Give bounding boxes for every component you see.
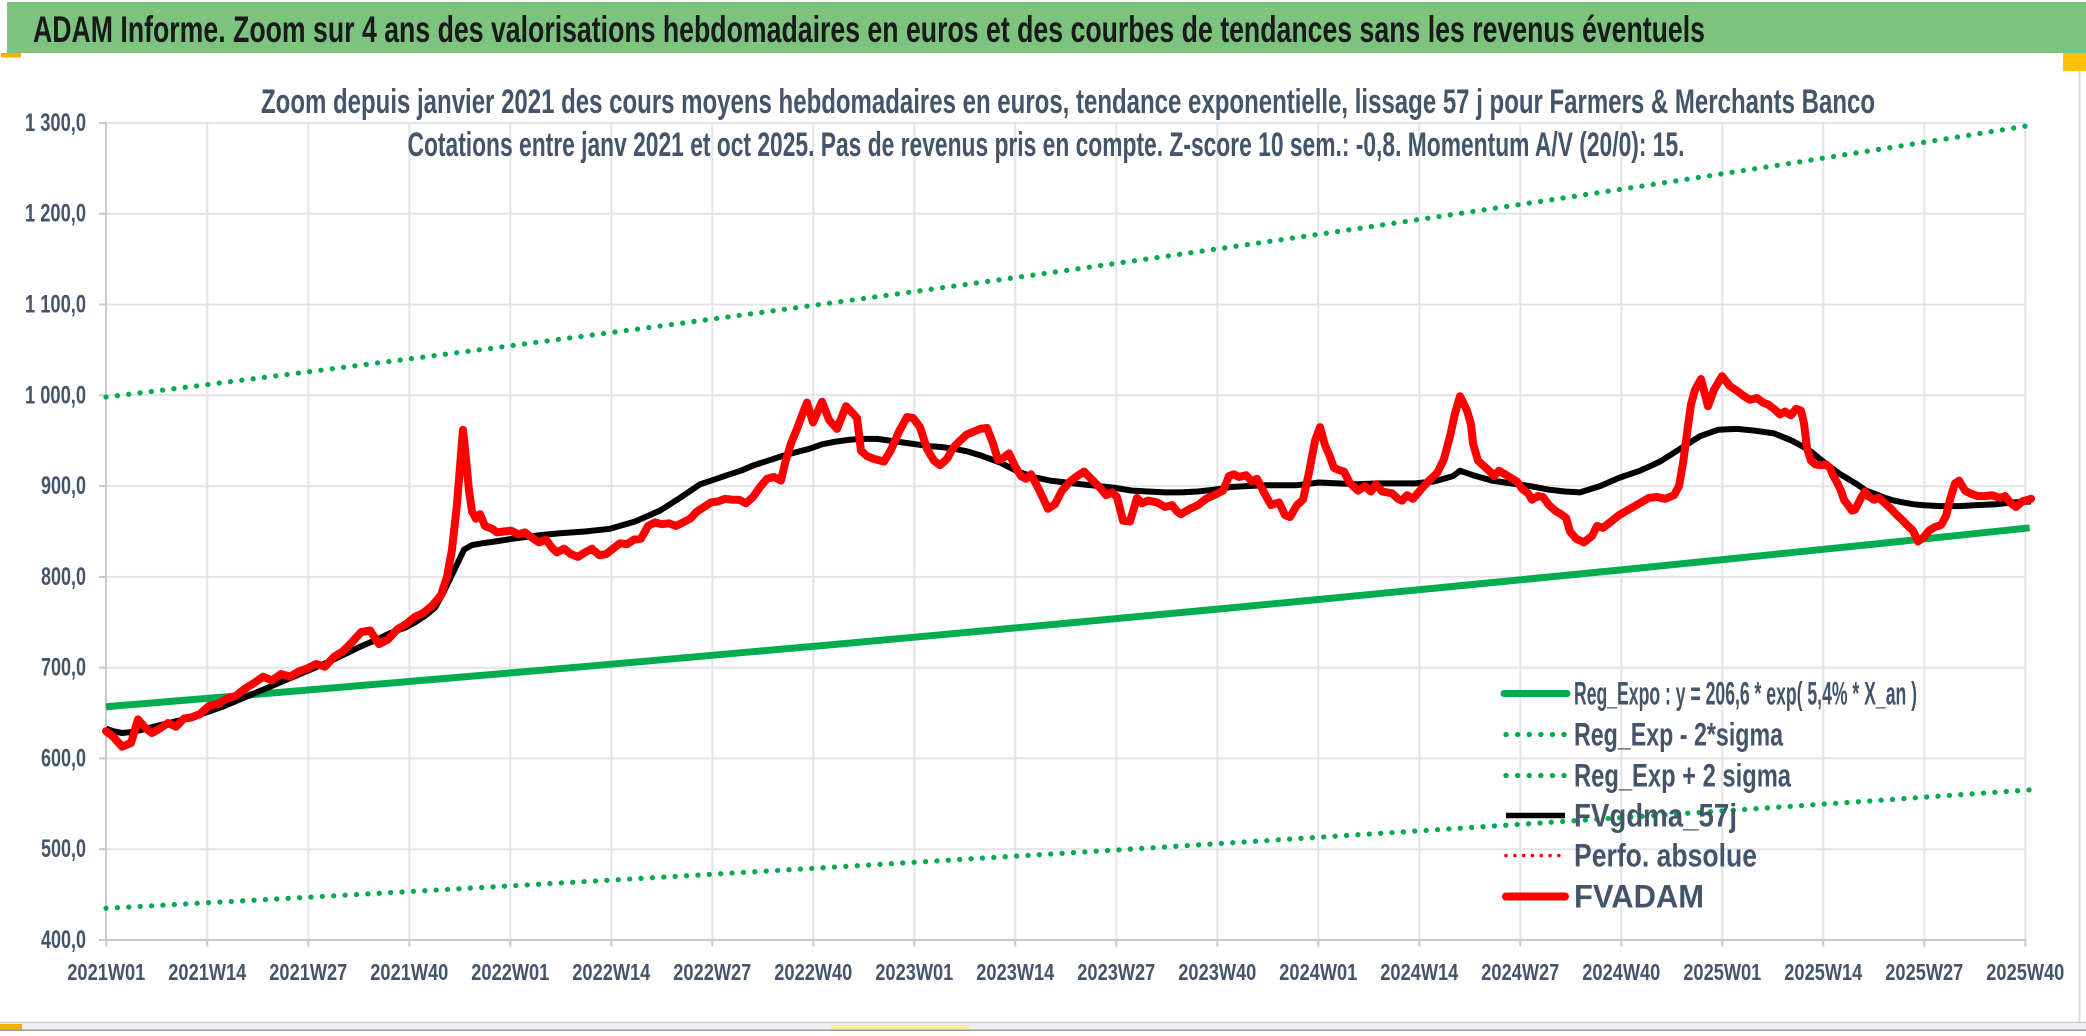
svg-text:FVgdma_57j: FVgdma_57j (1574, 798, 1737, 834)
svg-text:1 300,0: 1 300,0 (25, 109, 86, 137)
svg-text:2022W14: 2022W14 (572, 959, 650, 985)
svg-text:2021W01: 2021W01 (67, 959, 145, 985)
svg-text:Reg_Exp - 2*sigma: Reg_Exp - 2*sigma (1574, 717, 1783, 753)
svg-text:2023W27: 2023W27 (1077, 959, 1155, 985)
svg-text:2021W27: 2021W27 (269, 959, 347, 985)
svg-text:1 000,0: 1 000,0 (25, 381, 86, 409)
svg-text:1 100,0: 1 100,0 (25, 291, 86, 319)
svg-text:2024W40: 2024W40 (1582, 959, 1660, 985)
svg-text:Cotations entre janv 2021 et o: Cotations entre janv 2021 et oct 2025. P… (408, 126, 1685, 164)
svg-text:900,0: 900,0 (41, 472, 86, 500)
svg-text:2025W27: 2025W27 (1885, 959, 1963, 985)
svg-text:FVADAM: FVADAM (1574, 879, 1704, 915)
svg-text:Zoom depuis janvier 2021 des c: Zoom depuis janvier 2021 des cours moyen… (261, 83, 1875, 121)
svg-text:2021W14: 2021W14 (168, 959, 246, 985)
svg-text:ADAM Informe. Zoom sur 4 ans d: ADAM Informe. Zoom sur 4 ans des valoris… (33, 9, 1705, 50)
svg-text:2023W40: 2023W40 (1178, 959, 1256, 985)
svg-text:Perfo. absolue: Perfo. absolue (1574, 838, 1757, 874)
svg-text:500,0: 500,0 (41, 835, 86, 863)
svg-text:2023W01: 2023W01 (875, 959, 953, 985)
svg-text:400,0: 400,0 (41, 926, 86, 954)
svg-text:2022W27: 2022W27 (673, 959, 751, 985)
svg-text:2021W40: 2021W40 (370, 959, 448, 985)
svg-text:600,0: 600,0 (41, 744, 86, 772)
svg-text:800,0: 800,0 (41, 563, 86, 591)
svg-text:2024W14: 2024W14 (1380, 959, 1458, 985)
svg-text:Reg_Exp + 2 sigma: Reg_Exp + 2 sigma (1574, 758, 1791, 794)
svg-text:2024W27: 2024W27 (1481, 959, 1559, 985)
svg-text:2022W40: 2022W40 (774, 959, 852, 985)
svg-text:2024W01: 2024W01 (1279, 959, 1357, 985)
svg-text:2025W40: 2025W40 (1986, 959, 2064, 985)
svg-text:700,0: 700,0 (41, 654, 86, 682)
svg-text:Reg_Expo : y = 206,6 * exp( 5,: Reg_Expo : y = 206,6 * exp( 5,4% * X_an … (1574, 676, 1917, 712)
svg-text:2025W01: 2025W01 (1683, 959, 1761, 985)
svg-text:1 200,0: 1 200,0 (25, 200, 86, 228)
svg-text:2023W14: 2023W14 (976, 959, 1054, 985)
svg-text:2025W14: 2025W14 (1784, 959, 1862, 985)
svg-text:2022W01: 2022W01 (471, 959, 549, 985)
